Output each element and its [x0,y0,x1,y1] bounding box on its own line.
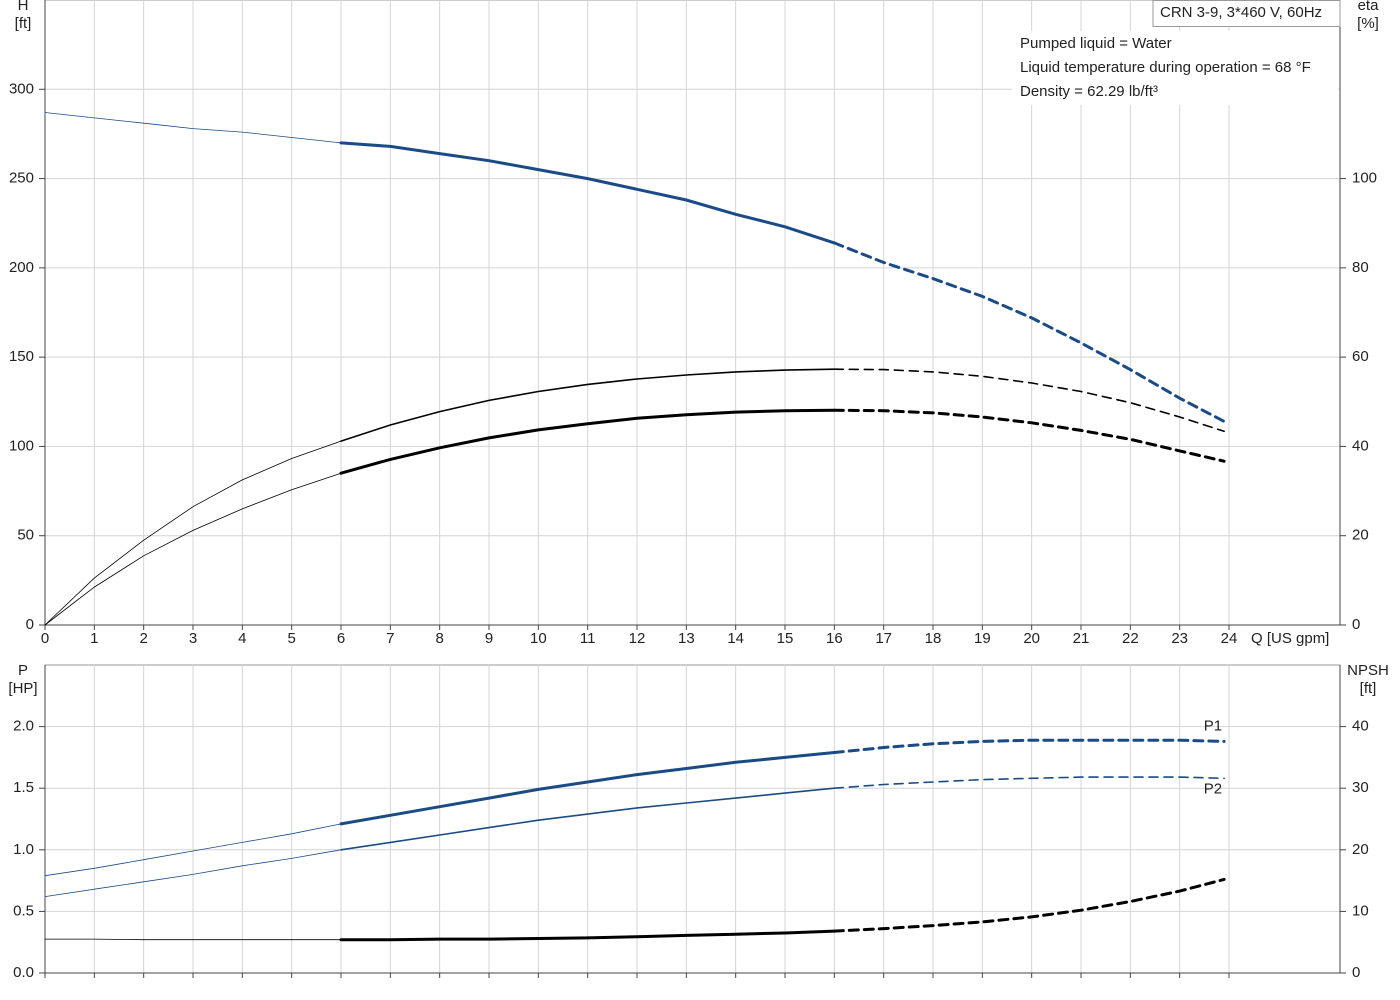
curve-dashed [833,776,1225,789]
x-tick-label: 18 [925,630,942,647]
x-tick-label: 4 [238,630,246,647]
plot-area [44,664,1341,974]
curve [339,408,836,475]
x-tick-label: 1 [90,630,98,647]
y2-tick-label: 40 [1352,718,1369,735]
y-tick-label: 0.0 [13,964,34,981]
x-tick-label: 13 [678,630,695,647]
curve-dashed [832,408,1226,463]
x-tick-label: 20 [1023,630,1040,647]
y-tick-label: 1.5 [13,779,34,796]
curve [340,368,836,442]
annotation-box [1012,31,1338,105]
curve-extension [44,938,342,941]
x-tick-label: 3 [189,630,197,647]
y2-tick-label: 40 [1352,437,1369,454]
y2-tick-label: 0 [1352,616,1360,633]
curve-dashed [832,241,1226,423]
y-tick-label: 0.5 [13,902,34,919]
x-tick-label: 9 [485,630,493,647]
x-tick-label: 24 [1221,630,1238,647]
annotation: Liquid temperature during operation = 68… [1020,59,1311,76]
curve-dashed [832,738,1226,754]
y2-tick-label: 80 [1352,259,1369,276]
y2-axis-label: eta [1358,0,1380,14]
y2-tick-label: 0 [1352,964,1360,981]
curve-extension [44,472,342,626]
y2-axis-label: [ft] [1360,680,1377,697]
curve [339,929,836,942]
series-label: P1 [1204,717,1222,734]
x-tick-label: 5 [287,630,295,647]
chart-title: CRN 3-9, 3*460 V, 60Hz [1160,4,1322,21]
x-tick-label: 16 [826,630,843,647]
curve-extension [44,849,342,897]
x-tick-label: 2 [139,630,147,647]
curve [339,141,836,245]
y-tick-label: 1.0 [13,841,34,858]
x-tick-label: 7 [386,630,394,647]
x-tick-label: 0 [41,630,49,647]
y-axis-label: [HP] [8,680,37,697]
series-label: P2 [1204,780,1222,797]
x-tick-label: 8 [435,630,443,647]
x-tick-label: 10 [530,630,547,647]
x-tick-label: 15 [777,630,794,647]
y-tick-label: 300 [9,80,34,97]
curve [340,787,836,851]
curve-extension [44,823,342,877]
x-tick-label: 17 [875,630,892,647]
y-tick-label: 50 [17,527,34,544]
y2-tick-label: 30 [1352,779,1369,796]
y-tick-label: 200 [9,259,34,276]
title-box [1152,0,1341,27]
x-tick-label: 14 [727,630,744,647]
curve-extension [44,440,342,626]
y2-tick-label: 10 [1352,902,1369,919]
y-axis-label: H [18,0,29,14]
y-tick-label: 2.0 [13,718,34,735]
y2-tick-label: 100 [1352,170,1377,187]
annotation: Pumped liquid = Water [1020,35,1172,52]
y2-tick-label: 20 [1352,841,1369,858]
y-tick-label: 150 [9,348,34,365]
x-tick-label: 23 [1171,630,1188,647]
x-tick-label: 6 [337,630,345,647]
y-tick-label: 250 [9,170,34,187]
y-axis-label: [ft] [15,15,32,32]
x-tick-label: 21 [1073,630,1090,647]
y-tick-label: 0 [26,616,34,633]
annotation: Density = 62.29 lb/ft³ [1020,83,1158,100]
curve-extension [44,112,342,144]
curve [339,751,836,826]
x-tick-label: 19 [974,630,991,647]
y-tick-label: 100 [9,437,34,454]
x-tick-label: 12 [629,630,646,647]
x-tick-label: 22 [1122,630,1139,647]
y2-axis-label: NPSH [1347,662,1389,679]
x-axis-label: Q [US gpm] [1251,630,1329,647]
curve-dashed [832,877,1226,933]
y-axis-label: P [18,662,28,679]
y2-axis-label: [%] [1357,15,1379,32]
y2-tick-label: 60 [1352,348,1369,365]
y2-tick-label: 20 [1352,527,1369,544]
x-tick-label: 11 [580,630,596,647]
curve-dashed [833,368,1225,433]
